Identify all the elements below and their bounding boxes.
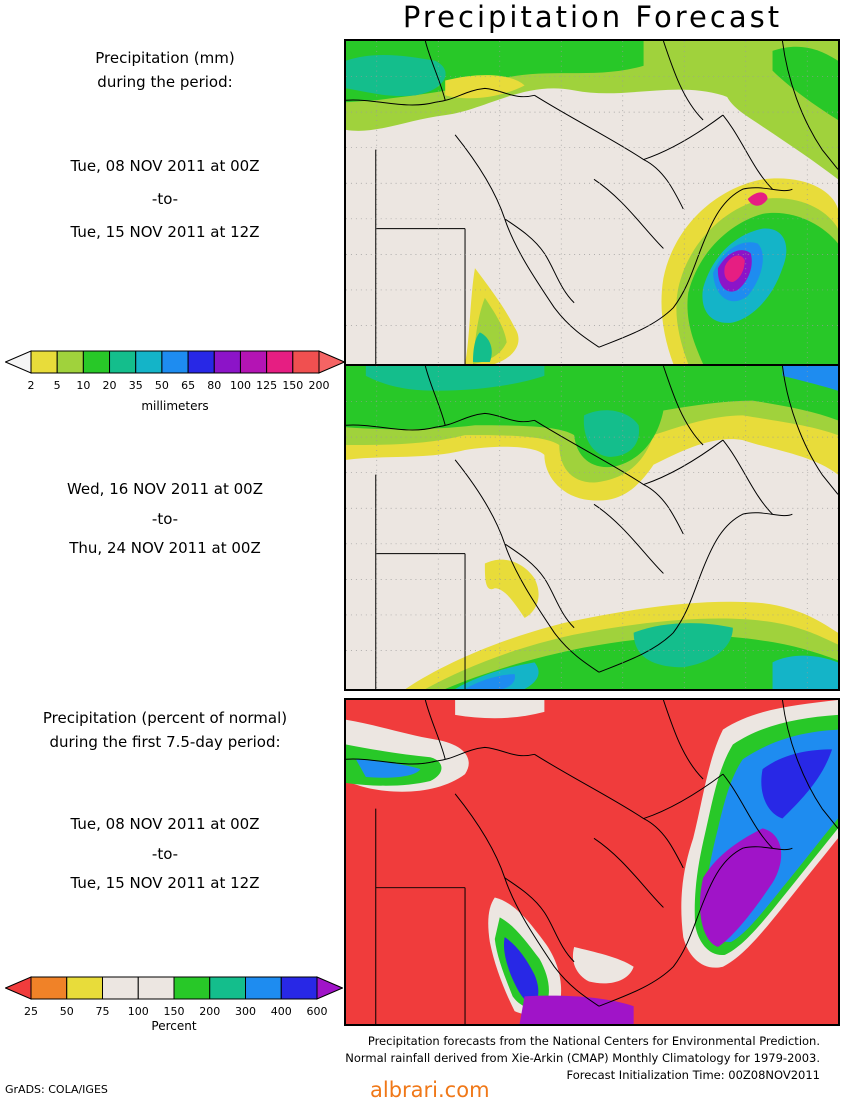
pct-colorbar-graphic — [5, 976, 343, 1000]
panel3-period: Tue, 08 NOV 2011 at 00Z -to- Tue, 15 NOV… — [0, 810, 330, 899]
mm-colorbar-swatch — [239, 350, 268, 374]
grads-credit: GrADS: COLA/IGES — [5, 1083, 108, 1096]
credits-line1: Precipitation forecasts from the Nationa… — [367, 1034, 820, 1048]
pct-colorbar-unit: Percent — [151, 1019, 197, 1033]
panel2-end: Thu, 24 NOV 2011 at 00Z — [69, 539, 261, 557]
panel3-start: Tue, 08 NOV 2011 at 00Z — [70, 815, 260, 833]
pct-colorbar-tick-label: 100 — [127, 1005, 149, 1018]
pct-colorbar-swatch — [280, 976, 318, 1000]
mm-colorbar-swatch — [135, 350, 163, 374]
mm-colorbar-swatch — [292, 350, 320, 374]
mm-colorbar-swatch — [82, 350, 111, 374]
panel1-end: Tue, 15 NOV 2011 at 12Z — [70, 223, 260, 241]
panel3-caption: Precipitation (percent of normal) during… — [0, 706, 330, 754]
mm-colorbar-tick-label: 5 — [53, 379, 61, 392]
map-week2-graphic — [346, 366, 838, 689]
pct-colorbar-swatch — [245, 976, 282, 1000]
mm-colorbar-graphic — [5, 350, 345, 374]
mm-colorbar-tick-label: 200 — [308, 379, 330, 392]
map-panel-week1-precip — [344, 39, 840, 366]
mm-colorbar-swatch — [30, 350, 58, 374]
map-week1-graphic — [346, 41, 838, 364]
pct-colorbar-swatch-high — [316, 976, 343, 1000]
mm-colorbar-tick-label: 150 — [282, 379, 304, 392]
mm-colorbar-tick-label: 50 — [154, 379, 169, 392]
pct-colorbar-tick-label: 150 — [163, 1005, 185, 1018]
credits-line3: Forecast Initialization Time: 00Z08NOV20… — [566, 1068, 820, 1082]
pct-colorbar-ticks: 25 50 75 100 150 200 300 400 600 — [5, 1005, 343, 1019]
pct-colorbar-swatch — [209, 976, 246, 1000]
mm-colorbar-swatch — [266, 350, 294, 374]
pct-colorbar-tick-label: 75 — [95, 1005, 110, 1018]
panel1-period: Tue, 08 NOV 2011 at 00Z -to- Tue, 15 NOV… — [0, 150, 330, 249]
credits-line2: Normal rainfall derived from Xie-Arkin (… — [345, 1051, 820, 1065]
mm-colorbar-swatch — [187, 350, 215, 374]
mm-colorbar-tick-label: 100 — [229, 379, 251, 392]
pct-colorbar-tick-label: 400 — [270, 1005, 292, 1018]
panel2-start: Wed, 16 NOV 2011 at 00Z — [66, 480, 264, 498]
panel1-sep: -to- — [151, 190, 179, 208]
pct-colorbar-tick-label: 300 — [235, 1005, 256, 1018]
panel1-caption: Precipitation (mm) during the period: — [0, 46, 330, 94]
mm-colorbar-unit: millimeters — [141, 399, 209, 413]
mm-colorbar-swatch — [213, 350, 241, 374]
panel1-caption-line1: Precipitation (mm) — [95, 49, 235, 67]
pct-colorbar-swatch — [102, 976, 139, 1000]
pct-colorbar-tick-label: 25 — [24, 1005, 38, 1018]
credits: Precipitation forecasts from the Nationa… — [345, 1033, 820, 1084]
mm-colorbar-swatch-high — [318, 350, 345, 374]
pct-colorbar-swatch-low — [5, 976, 32, 1000]
mm-colorbar-tick-label: 10 — [76, 379, 91, 392]
mm-colorbar-tick-label: 65 — [181, 379, 196, 392]
page-title: Precipitation Forecast — [402, 0, 783, 34]
mm-colorbar-tick-label: 125 — [256, 379, 278, 392]
pct-colorbar-tick-label: 200 — [199, 1005, 221, 1018]
panel3-end: Tue, 15 NOV 2011 at 12Z — [70, 874, 260, 892]
panel1-caption-line2: during the period: — [97, 73, 233, 91]
pct-colorbar-swatch — [173, 976, 211, 1000]
mm-colorbar-swatch — [56, 350, 84, 374]
pct-colorbar-swatch — [66, 976, 103, 1000]
panel2-period: Wed, 16 NOV 2011 at 00Z -to- Thu, 24 NOV… — [0, 475, 330, 564]
panel2-sep: -to- — [151, 509, 179, 528]
panel1-start: Tue, 08 NOV 2011 at 00Z — [70, 157, 260, 175]
mm-colorbar-tick-label: 20 — [102, 379, 117, 392]
mm-colorbar-swatch — [161, 350, 189, 374]
map-percent-graphic — [346, 700, 838, 1024]
mm-colorbar-tick-label: 80 — [207, 379, 222, 392]
mm-colorbar — [5, 349, 345, 375]
pct-colorbar-swatch — [137, 976, 175, 1000]
panel3-caption-line2: during the first 7.5-day period: — [49, 733, 281, 751]
map-panel-week2-precip — [344, 364, 840, 691]
panel3-sep: -to- — [151, 844, 179, 863]
pct-colorbar-tick-label: 600 — [306, 1005, 328, 1018]
pct-colorbar — [5, 975, 343, 1001]
mm-colorbar-swatch — [109, 350, 137, 374]
mm-colorbar-ticks: 2 5 10 20 35 50 65 80 100 125 150 200 — [5, 379, 345, 393]
pct-colorbar-swatch — [30, 976, 68, 1000]
panel3-caption-line1: Precipitation (percent of normal) — [42, 709, 288, 727]
map-panel-percent-normal — [344, 698, 840, 1026]
mm-colorbar-tick-label: 2 — [27, 379, 35, 392]
pct-colorbar-tick-label: 50 — [59, 1005, 74, 1018]
watermark: albrari.com — [370, 1078, 490, 1102]
mm-colorbar-tick-label: 35 — [128, 379, 143, 392]
mm-colorbar-swatch-low — [5, 350, 32, 374]
